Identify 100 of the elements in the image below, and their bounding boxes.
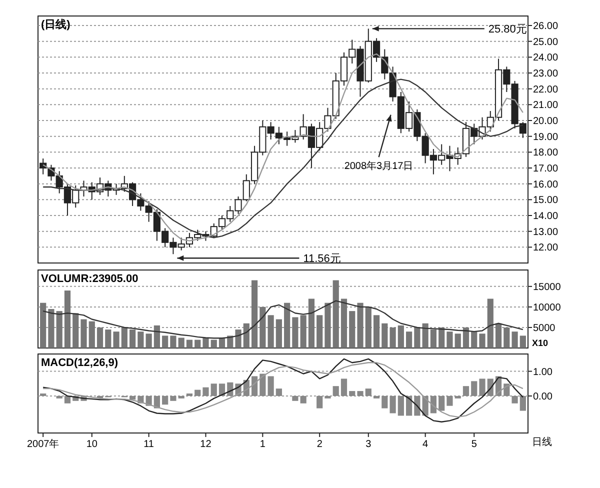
bar — [430, 330, 437, 348]
y-tick-label: 10000 — [533, 302, 562, 314]
y-tick-label: 25.00 — [533, 36, 558, 48]
bar — [438, 327, 445, 348]
bar — [422, 323, 428, 348]
bar — [72, 313, 79, 348]
bar — [479, 334, 486, 348]
bar — [170, 396, 176, 401]
bar — [365, 306, 372, 348]
bar — [462, 327, 470, 348]
x-tick-label: 11 — [144, 439, 154, 450]
bar — [349, 391, 356, 396]
bar — [324, 302, 331, 348]
bar — [276, 388, 282, 396]
x-tick-label: 1 — [260, 439, 266, 450]
bar — [292, 317, 298, 348]
bar — [56, 311, 62, 348]
bar — [202, 387, 209, 396]
bar — [520, 336, 526, 348]
bar — [218, 384, 226, 396]
bar — [260, 306, 266, 348]
bar — [210, 384, 217, 396]
text: X10 — [532, 338, 548, 348]
y-tick-label: 19.00 — [533, 132, 558, 143]
bar — [332, 280, 339, 348]
bar — [113, 332, 120, 348]
y-tick-label: 17.00 — [533, 164, 558, 174]
bar — [471, 332, 478, 348]
line-series — [42, 300, 524, 339]
y-tick-label: 22.00 — [533, 84, 558, 96]
bar — [105, 330, 112, 348]
bar — [194, 340, 201, 348]
y-tick-label: 20.00 — [533, 116, 558, 127]
bar — [357, 391, 364, 396]
bar — [300, 315, 306, 348]
bar — [64, 396, 71, 404]
bar — [300, 396, 306, 404]
bar — [340, 298, 348, 348]
bar — [268, 315, 274, 348]
bar — [462, 386, 470, 396]
bar — [454, 334, 461, 348]
y-tick-label: 1.00 — [533, 366, 553, 378]
bar — [365, 388, 372, 396]
bar — [129, 330, 136, 348]
annotation: 11.56元 — [303, 253, 341, 266]
bar — [40, 302, 46, 348]
x-tick-label: 3 — [366, 439, 372, 450]
y-tick-label: 12.00 — [533, 242, 558, 254]
bar — [194, 390, 201, 396]
bar — [382, 396, 388, 408]
bar — [170, 336, 176, 348]
x-tick-label: 2 — [316, 439, 323, 450]
bar — [88, 321, 95, 348]
bar — [64, 290, 71, 348]
bar — [251, 376, 258, 396]
bar — [154, 325, 160, 348]
bar — [512, 332, 518, 348]
bar — [390, 396, 396, 414]
x-tick-label: 10 — [86, 439, 98, 450]
bar — [48, 309, 54, 348]
bar — [471, 381, 478, 396]
bar — [398, 325, 404, 348]
bar — [178, 338, 184, 348]
y-tick-label: 26.00 — [533, 21, 558, 32]
bar — [251, 280, 258, 348]
bar — [357, 302, 364, 348]
y-tick-label: 5000 — [533, 322, 556, 334]
bar — [276, 319, 282, 348]
bar — [308, 298, 315, 348]
bar — [382, 323, 388, 348]
y-tick-label: 15000 — [533, 282, 562, 293]
text: 日线 — [532, 436, 552, 448]
y-tick-label: 18.00 — [533, 148, 558, 159]
bar — [210, 340, 217, 348]
bar — [398, 396, 404, 416]
chart-title: VOLUMR:23905.00 — [41, 273, 138, 285]
bar — [202, 338, 209, 348]
bar — [446, 396, 453, 406]
bar — [138, 332, 144, 348]
bar — [332, 386, 339, 396]
bar — [349, 311, 356, 348]
bar — [406, 332, 412, 348]
y-tick-label: 16.00 — [533, 179, 558, 190]
bar — [162, 396, 168, 405]
y-tick-label: 0.00 — [533, 391, 553, 402]
bar — [292, 396, 298, 401]
bar — [129, 396, 136, 400]
y-tick-label: 14.00 — [533, 211, 558, 222]
y-tick-label: 15.00 — [533, 195, 558, 206]
bar — [186, 340, 193, 348]
bar — [495, 323, 502, 348]
bar — [479, 378, 486, 396]
x-tick-label: 12 — [200, 439, 212, 450]
bar — [520, 396, 526, 411]
y-tick-label: 23.00 — [533, 68, 558, 80]
bar — [235, 330, 242, 348]
annotation: 25.80元 — [488, 24, 527, 36]
bar — [96, 327, 104, 348]
bar — [218, 338, 226, 348]
bar — [268, 376, 274, 396]
